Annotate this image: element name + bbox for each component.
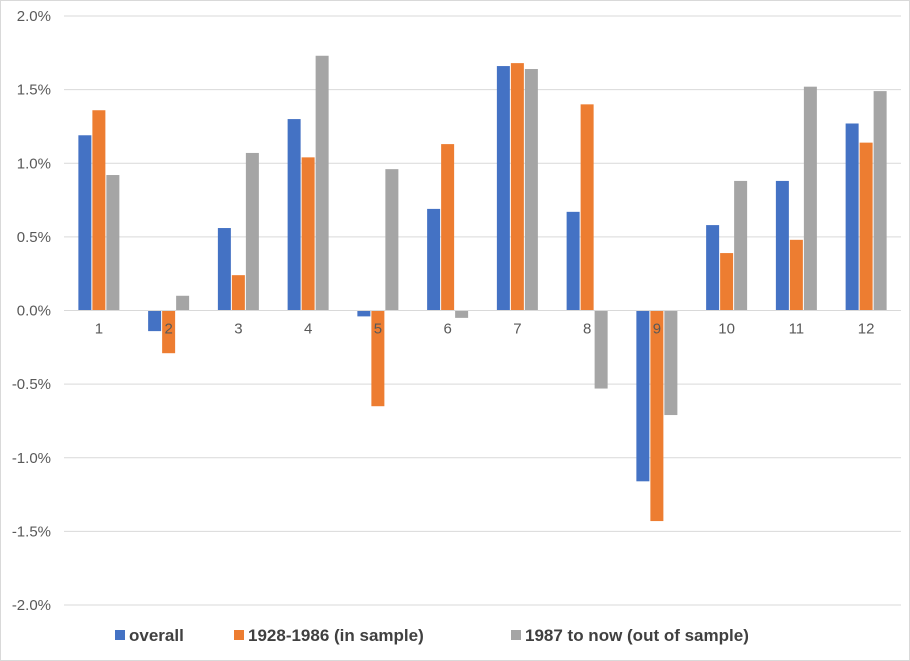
- bar-2-2: [162, 310, 176, 354]
- bar-1-7: [496, 66, 510, 311]
- bar-2-4: [301, 157, 315, 311]
- x-tick-label: 10: [718, 321, 735, 338]
- y-tick-label: 1.0%: [17, 155, 51, 172]
- bar-2-3: [231, 275, 245, 311]
- legend-swatch: [115, 630, 125, 640]
- bar-2-12: [859, 142, 873, 311]
- bar-3-12: [873, 91, 887, 311]
- bar-2-7: [510, 63, 524, 311]
- x-tick-label: 8: [583, 321, 591, 338]
- bar-3-8: [594, 310, 608, 389]
- x-tick-label: 3: [234, 321, 242, 338]
- bar-3-11: [803, 86, 817, 311]
- y-tick-label: -1.0%: [12, 450, 51, 467]
- x-tick-label: 12: [858, 321, 875, 338]
- bar-1-10: [706, 225, 720, 311]
- x-tick-label: 9: [653, 321, 661, 338]
- y-tick-label: -0.5%: [12, 376, 51, 393]
- bar-1-5: [357, 310, 371, 317]
- bar-1-1: [78, 135, 92, 311]
- y-tick-label: 0.0%: [17, 303, 51, 320]
- bar-2-11: [789, 239, 803, 311]
- bar-1-11: [775, 180, 789, 311]
- bar-3-1: [106, 175, 120, 311]
- y-tick-label: 1.5%: [17, 82, 51, 99]
- bar-1-3: [217, 228, 231, 311]
- bars: [78, 55, 887, 522]
- legend-label: 1928-1986 (in sample): [248, 626, 424, 645]
- x-axis-ticks: 1 2 3 4 5 6 7 8 9 10 11 12: [95, 321, 875, 338]
- bar-2-8: [580, 104, 594, 311]
- bar-3-7: [524, 69, 538, 311]
- x-tick-label: 11: [789, 321, 805, 338]
- bar-3-6: [455, 310, 469, 318]
- y-axis-ticks: 2.0% 1.5% 1.0% 0.5% 0.0% -0.5% -1.0% -1.5% -2.0%: [12, 8, 51, 614]
- gridlines: [64, 15, 901, 606]
- bar-2-10: [720, 253, 734, 311]
- bar-1-2: [148, 310, 162, 332]
- x-tick-label: 2: [164, 321, 172, 338]
- bar-1-12: [845, 123, 859, 311]
- bar-3-3: [245, 152, 259, 311]
- x-tick-label: 1: [95, 321, 103, 338]
- bar-1-8: [566, 211, 580, 311]
- x-tick-label: 7: [513, 321, 521, 338]
- bar-3-4: [315, 55, 329, 311]
- bar-1-4: [287, 119, 301, 311]
- bar-2-5: [371, 310, 385, 407]
- bar-3-9: [664, 310, 678, 416]
- bar-2-1: [92, 110, 106, 311]
- bar-1-6: [427, 208, 441, 311]
- bar-3-5: [385, 169, 399, 311]
- bar-3-2: [176, 295, 190, 311]
- legend: overall 1928-1986 (in sample) 1987 to now …: [115, 626, 749, 645]
- x-tick-label: 6: [443, 321, 451, 338]
- legend-swatch: [511, 630, 521, 640]
- legend-label: overall: [129, 626, 184, 645]
- legend-swatch: [234, 630, 244, 640]
- bar-2-9: [650, 310, 664, 522]
- y-tick-label: 0.5%: [17, 229, 51, 246]
- bar-1-9: [636, 310, 650, 482]
- bar-2-6: [441, 144, 455, 311]
- bar-3-10: [734, 180, 748, 311]
- x-tick-label: 4: [304, 321, 312, 338]
- legend-label: 1987 to now (out of sample): [525, 626, 749, 645]
- x-tick-label: 5: [374, 321, 382, 338]
- y-tick-label: 2.0%: [17, 8, 51, 25]
- y-tick-label: -1.5%: [12, 523, 51, 540]
- y-tick-label: -2.0%: [12, 597, 51, 614]
